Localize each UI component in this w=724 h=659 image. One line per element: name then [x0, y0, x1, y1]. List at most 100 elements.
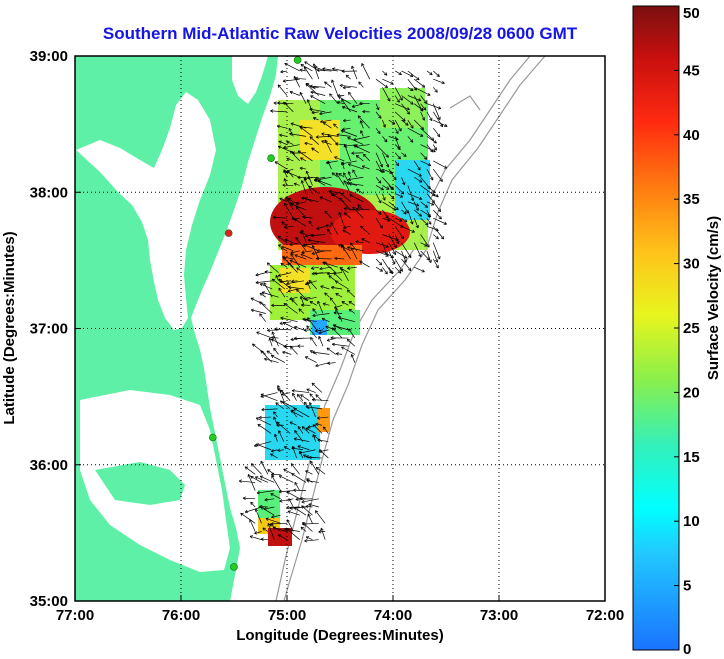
current-arrow-head: [282, 183, 286, 186]
current-arrow-head: [306, 479, 310, 481]
current-arrow-head: [315, 136, 319, 139]
current-arrow-head: [348, 91, 352, 94]
current-arrow-head: [335, 280, 338, 284]
current-arrow-head: [291, 218, 295, 221]
current-arrow: [293, 183, 300, 186]
current-arrow: [352, 206, 364, 219]
current-arrow-head: [294, 482, 298, 485]
current-arrow: [382, 119, 386, 128]
current-arrow: [394, 103, 410, 111]
current-arrow-head: [253, 443, 257, 447]
current-arrow-head: [311, 147, 314, 151]
current-arrow-head: [272, 217, 276, 220]
current-arrow-head: [343, 120, 347, 123]
current-arrow-head: [342, 229, 345, 233]
current-arrow: [300, 157, 307, 162]
current-arrow-head: [318, 330, 322, 334]
current-arrow: [394, 226, 404, 240]
current-arrow: [355, 155, 364, 162]
current-arrow-head: [301, 500, 305, 503]
current-arrow: [278, 287, 286, 298]
current-arrow-head: [320, 527, 324, 531]
radar-station-marker: [230, 563, 238, 571]
current-arrow: [414, 266, 425, 273]
current-arrow-head: [302, 318, 306, 322]
current-arrow-head: [306, 325, 310, 328]
current-arrow-head: [290, 410, 293, 414]
current-arrow-head: [330, 297, 334, 300]
current-arrow-head: [363, 154, 365, 158]
current-arrow-head: [307, 425, 311, 428]
colorbar-label: Surface Velocity (cm/s): [705, 216, 722, 380]
y-tick-label: 36:00: [30, 457, 68, 474]
current-arrow: [433, 70, 440, 77]
current-arrow: [259, 292, 267, 298]
current-arrow-head: [419, 196, 423, 200]
current-arrow: [338, 96, 351, 104]
current-arrow: [324, 292, 330, 298]
current-arrow: [317, 180, 332, 186]
current-arrow-head: [304, 141, 308, 144]
current-arrow-head: [385, 216, 389, 219]
current-arrow-head: [393, 252, 396, 255]
current-arrow-head: [359, 103, 363, 106]
current-arrow-head: [305, 505, 309, 509]
current-arrow: [284, 238, 294, 243]
current-arrow: [255, 476, 269, 483]
current-arrow-head: [344, 145, 348, 148]
current-arrow-head: [341, 346, 344, 350]
colorbar-tick-label: 20: [683, 384, 700, 401]
current-arrow: [311, 382, 323, 393]
current-arrow: [312, 308, 317, 314]
current-arrow: [299, 92, 307, 104]
current-arrow: [259, 313, 267, 322]
current-arrow: [426, 250, 432, 263]
current-arrow: [250, 501, 256, 508]
current-arrow: [388, 250, 396, 265]
current-arrow-head: [342, 87, 346, 90]
current-arrow: [264, 498, 275, 501]
current-arrow: [305, 505, 313, 508]
current-arrow-head: [428, 222, 432, 225]
current-arrow-head: [339, 85, 343, 88]
current-arrow-head: [350, 242, 354, 245]
current-arrow-head: [286, 519, 290, 522]
current-arrow-head: [277, 385, 281, 388]
current-arrow: [298, 308, 305, 314]
current-arrow-head: [282, 351, 285, 355]
current-arrow: [401, 201, 409, 214]
current-arrow: [432, 111, 444, 127]
current-arrow: [255, 280, 273, 284]
current-arrow: [407, 185, 414, 201]
current-arrow-head: [410, 126, 414, 129]
current-arrow-head: [426, 204, 429, 208]
current-arrow-head: [287, 510, 291, 512]
current-arrow-head: [337, 93, 341, 97]
current-arrow-head: [382, 198, 386, 201]
current-arrow-head: [357, 204, 360, 208]
colorbar-tick-label: 50: [683, 5, 700, 22]
current-arrow-head: [281, 394, 285, 396]
current-arrow-head: [306, 170, 309, 174]
current-arrow: [256, 417, 272, 426]
current-arrow: [290, 203, 307, 211]
current-arrow-head: [348, 301, 351, 305]
current-arrow: [323, 122, 332, 129]
current-arrow: [433, 226, 445, 240]
south-middle-orange: [318, 408, 330, 432]
current-arrow-head: [309, 301, 312, 305]
current-arrow: [341, 160, 358, 165]
current-arrow-head: [301, 180, 305, 183]
lat-lon-grid: [75, 56, 605, 601]
current-arrow-head: [300, 394, 303, 398]
current-arrow-head: [434, 140, 437, 144]
current-arrow: [333, 325, 349, 331]
current-arrow-head: [321, 140, 324, 144]
current-arrow: [375, 144, 389, 158]
current-arrow-head: [283, 225, 287, 228]
current-arrow: [298, 449, 316, 454]
current-arrow-head: [244, 509, 248, 513]
current-arrow: [356, 208, 370, 211]
current-arrow: [255, 272, 266, 276]
colorbar-tick-label: 45: [683, 62, 700, 79]
